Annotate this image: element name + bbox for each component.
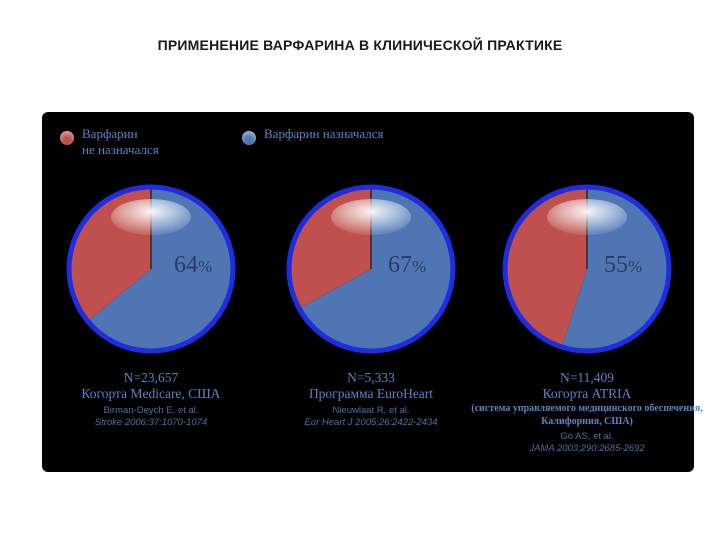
cohort-subtitle-3: (система управляемого медицинского обесп… [471, 403, 703, 427]
pie-ring-1 [66, 184, 236, 354]
sample-size-3: N=11,409 [560, 370, 614, 385]
pie-highlight-3 [547, 199, 627, 235]
pie-highlight-2 [331, 199, 411, 235]
pie-svg-1 [66, 184, 236, 354]
page-title: ПРИМЕНЕНИЕ ВАРФАРИНА В КЛИНИЧЕСКОЙ ПРАКТ… [157, 37, 563, 53]
percent-label-2: 67% [388, 252, 426, 279]
sample-size-1: N=23,657 [123, 370, 179, 385]
pie-ring-2 [286, 184, 456, 354]
cohort-name-1: Когорта Medicare, США [81, 386, 221, 401]
chart-panel: Варфарин не назначался Варфарин назначал… [42, 112, 703, 472]
slice-prescribed-2 [300, 189, 452, 349]
legend-label-not-prescribed: Варфарин не назначался [82, 126, 159, 157]
legend-item-not-prescribed: Варфарин не назначался [60, 126, 159, 158]
chart-info-2: N=5,333 Программа EuroHeart Nieuwlaat R,… [246, 370, 496, 429]
percent-sign-1: % [198, 257, 213, 276]
legend-swatch-blue [242, 131, 256, 145]
legend-swatch-red [60, 131, 74, 145]
percent-label-1: 64% [174, 252, 212, 279]
chart-info-1: N=23,657 Когорта Medicare, США Birman-De… [26, 370, 276, 429]
ref-author-3: Go AS, et al. [560, 431, 614, 442]
pie-svg-3 [502, 184, 672, 354]
ref-author-1: Birman-Deych E, et al. [103, 405, 199, 416]
ref-journal-1: Stroke 2006;37:1070-1074 [94, 417, 208, 428]
pie-ring-3 [502, 184, 672, 354]
sample-size-2: N=5,333 [347, 370, 395, 385]
pie-highlight-1 [111, 199, 191, 235]
percent-value-1: 64 [174, 252, 198, 278]
pie-svg-2 [286, 184, 456, 354]
percent-value-2: 67 [388, 252, 412, 278]
percent-value-3: 55 [604, 252, 628, 278]
ref-journal-3: JAMA 2003;290:2685-2692 [529, 443, 645, 454]
ref-journal-2: Eur Heart J 2005;26:2422-2434 [304, 417, 438, 428]
percent-sign-3: % [628, 257, 643, 276]
chart-info-3: N=11,409 Когорта ATRIA (система управляе… [462, 370, 712, 455]
cohort-name-3: Когорта ATRIA [542, 386, 632, 401]
slice-prescribed-1 [89, 189, 232, 349]
ref-author-2: Nieuwlaat R, et al. [332, 405, 410, 416]
legend-label-prescribed: Варфарин назначался [264, 126, 384, 141]
percent-label-3: 55% [604, 252, 642, 279]
cohort-name-2: Программа EuroHeart [308, 386, 434, 401]
legend-item-prescribed: Варфарин назначался [242, 126, 384, 145]
percent-sign-2: % [412, 257, 427, 276]
